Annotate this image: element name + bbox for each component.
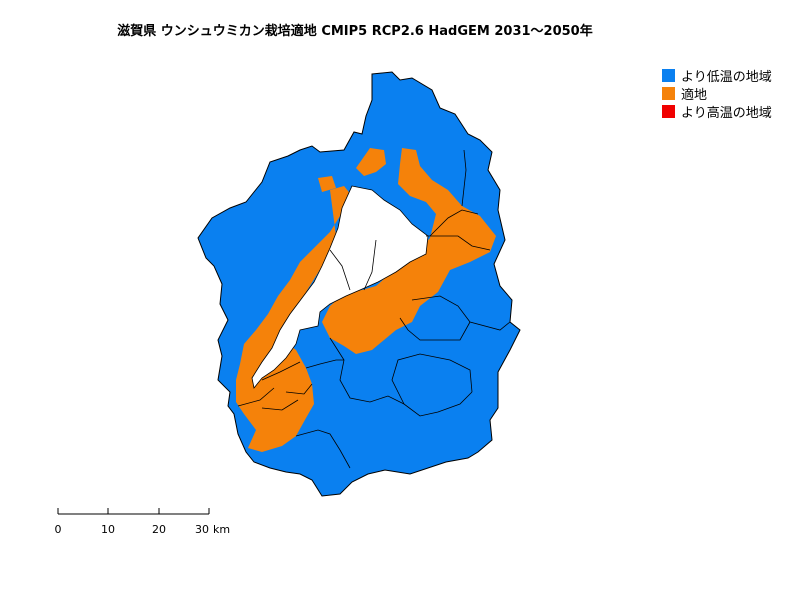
legend-swatch-suitable — [662, 86, 675, 100]
lake-biwa — [251, 185, 429, 389]
legend-label-cooler: より低温の地域 — [681, 69, 772, 85]
legend-label-warmer: より高温の地域 — [681, 105, 772, 121]
legend-item-suitable: 適地 — [662, 84, 772, 103]
legend-item-warmer: より高温の地域 — [662, 102, 772, 121]
legend-swatch-cooler — [662, 68, 675, 82]
legend-item-cooler: より低温の地域 — [662, 66, 772, 85]
map-title: 滋賀県 ウンシュウミカン栽培適地 CMIP5 RCP2.6 HadGEM 203… — [117, 24, 593, 39]
suitable-region — [322, 148, 496, 354]
legend-label-suitable: 適地 — [681, 87, 708, 103]
suitable-region-north — [318, 148, 386, 192]
legend-swatch-warmer — [662, 104, 675, 118]
legend: より低温の地域 適地 より高温の地域 — [662, 66, 772, 121]
municipal-borders — [237, 149, 511, 469]
